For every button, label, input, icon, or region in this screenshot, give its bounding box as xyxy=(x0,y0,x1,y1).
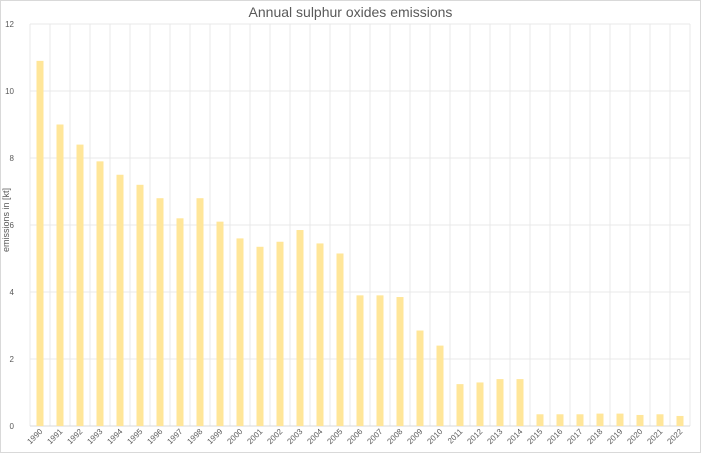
bar xyxy=(596,413,604,426)
bar xyxy=(96,161,104,426)
bar xyxy=(496,379,504,426)
bar xyxy=(56,124,64,426)
x-tick-label: 2004 xyxy=(305,427,324,446)
x-tick-label: 2021 xyxy=(645,427,664,446)
bar xyxy=(436,345,444,426)
x-tick-label: 2015 xyxy=(525,427,544,446)
x-tick-label: 2006 xyxy=(345,427,364,446)
x-tick-label: 2002 xyxy=(265,427,284,446)
x-tick-label: 2000 xyxy=(225,427,244,446)
x-tick-label: 1996 xyxy=(145,427,164,446)
y-tick-label: 12 xyxy=(5,20,14,29)
bar xyxy=(456,384,464,426)
bar xyxy=(256,246,264,426)
bar xyxy=(416,330,424,426)
x-tick-label: 1997 xyxy=(165,427,184,446)
bar xyxy=(156,198,164,426)
x-tick-label: 1999 xyxy=(205,427,224,446)
x-tick-label: 2018 xyxy=(585,427,604,446)
bar xyxy=(236,238,244,426)
y-tick-label: 6 xyxy=(10,221,15,230)
x-tick-label: 2009 xyxy=(405,427,424,446)
bar xyxy=(396,297,404,426)
y-tick-label: 10 xyxy=(5,87,14,96)
y-tick-label: 2 xyxy=(10,355,15,364)
x-tick-label: 2005 xyxy=(325,427,344,446)
x-tick-label: 1995 xyxy=(125,427,144,446)
x-tick-label: 2016 xyxy=(545,427,564,446)
bar xyxy=(476,382,484,426)
bar xyxy=(376,295,384,426)
bar xyxy=(556,414,564,426)
x-tick-label: 2017 xyxy=(565,427,584,446)
x-tick-label: 2007 xyxy=(365,427,384,446)
bar xyxy=(176,218,184,426)
x-tick-label: 2022 xyxy=(665,427,684,446)
x-tick-label: 1993 xyxy=(85,427,104,446)
y-tick-label: 4 xyxy=(10,288,15,297)
bar xyxy=(536,414,544,426)
x-tick-label: 1994 xyxy=(105,427,124,446)
x-tick-label: 2014 xyxy=(505,427,524,446)
x-tick-label: 2011 xyxy=(446,427,465,446)
bar xyxy=(516,379,524,426)
x-tick-label: 1998 xyxy=(185,427,204,446)
bar xyxy=(676,415,684,426)
bar xyxy=(76,144,84,426)
bar xyxy=(356,295,364,426)
bar xyxy=(656,414,664,426)
chart-title: Annual sulphur oxides emissions xyxy=(248,4,453,20)
bar xyxy=(196,198,204,426)
bar xyxy=(296,230,304,426)
bar xyxy=(136,184,144,426)
bar xyxy=(116,174,124,426)
y-tick-label: 0 xyxy=(10,422,15,431)
bar xyxy=(336,253,344,426)
x-tick-label: 2019 xyxy=(605,427,624,446)
bar xyxy=(576,414,584,426)
x-tick-label: 2008 xyxy=(385,427,404,446)
x-tick-label: 2003 xyxy=(285,427,304,446)
x-tick-label: 2013 xyxy=(485,427,504,446)
bar xyxy=(616,413,624,426)
x-tick-label: 1992 xyxy=(65,427,84,446)
x-tick-label: 2012 xyxy=(465,427,484,446)
y-tick-label: 8 xyxy=(10,154,15,163)
x-tick-label: 2020 xyxy=(625,427,644,446)
x-tick-label: 2001 xyxy=(245,427,264,446)
bar xyxy=(316,243,324,426)
bar xyxy=(216,221,224,426)
x-tick-label: 1990 xyxy=(25,427,44,446)
x-tick-label: 2010 xyxy=(425,427,444,446)
bar xyxy=(276,241,284,426)
bar xyxy=(36,60,44,426)
bar xyxy=(636,414,644,426)
x-tick-label: 1991 xyxy=(45,427,64,446)
